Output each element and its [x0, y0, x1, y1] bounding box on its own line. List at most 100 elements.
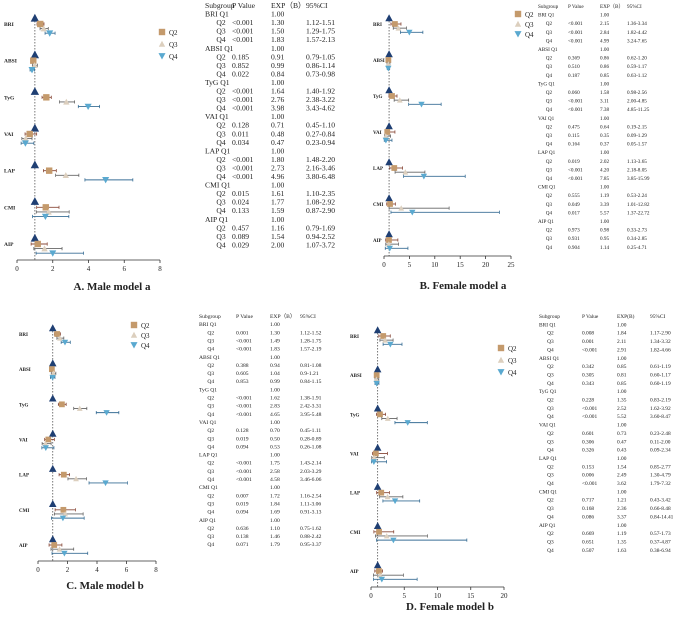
row-ci: 0.87-2.90 — [306, 206, 335, 215]
row-label: Q2 — [546, 228, 553, 234]
row-exp: 2.84 — [600, 30, 609, 36]
marker-q3 — [395, 25, 402, 31]
forest-group-bri: BRI — [350, 326, 403, 348]
row-label: Q2 — [547, 464, 554, 470]
table-row: Q3 0.049 3.39 1.01-12.82 — [546, 202, 650, 208]
row-label: Q4 — [547, 381, 554, 387]
row-label: Q3 — [207, 501, 214, 507]
marker-q4 — [370, 459, 378, 465]
row-label: Q4 — [207, 542, 214, 548]
legend-marker-q3 — [158, 40, 166, 47]
legend-label: Q4 — [508, 369, 517, 377]
row-label: BRI Q1 — [205, 10, 229, 19]
row-pvalue: <0.001 — [236, 412, 252, 418]
forest-group-vai: VAI — [4, 123, 40, 147]
row-ci: 0.23-0.94 — [306, 138, 335, 147]
legend-label: Q4 — [525, 31, 534, 39]
table-row-reference: AIP Q1 1.00 — [205, 215, 284, 224]
row-pvalue: 0.128 — [232, 121, 249, 130]
x-tick-label: 6 — [125, 566, 129, 574]
row-label: Q2 — [207, 526, 214, 532]
row-label: LAP Q1 — [205, 146, 230, 155]
row-exp: 1.84 — [270, 501, 280, 507]
y-label: VAI — [4, 132, 13, 138]
row-pvalue: 0.019 — [236, 436, 249, 442]
row-ci: 1.62-3.92 — [650, 406, 671, 412]
marker-q2 — [60, 471, 67, 478]
row-pvalue: 0.507 — [582, 548, 594, 554]
marker-q4 — [404, 420, 411, 426]
table-row-reference: LAP Q1 1.00 — [199, 453, 280, 459]
row-label: Q2 — [216, 52, 225, 61]
forest-group-lap: LAP — [350, 482, 421, 505]
table-row: Q2 0.717 1.21 0.43-3.42 — [547, 498, 671, 504]
row-exp: 1.00 — [270, 420, 280, 426]
row-exp: 1.00 — [617, 456, 627, 462]
marker-q3 — [383, 533, 390, 539]
row-exp: 5.52 — [617, 414, 627, 420]
marker-q2 — [42, 204, 49, 211]
table-row: Q3 0.019 1.84 1.11-3.06 — [207, 501, 321, 507]
row-ci: 0.60-1.17 — [650, 372, 671, 378]
marker-q3 — [382, 133, 389, 139]
row-ci: 0.88-2.42 — [300, 534, 322, 540]
marker-q4 — [378, 576, 386, 583]
forest-group-absi: ABSI — [350, 365, 382, 387]
row-pvalue: 0.168 — [582, 506, 594, 512]
row-exp: 1.00 — [270, 387, 280, 393]
row-label: AIP Q1 — [539, 523, 556, 529]
y-label: ABSI — [350, 374, 362, 379]
marker-q3 — [377, 572, 383, 578]
row-exp: 1.21 — [617, 498, 627, 504]
row-label: Q3 — [547, 372, 554, 378]
row-exp: 3.62 — [617, 481, 627, 487]
row-exp: 0.85 — [617, 364, 627, 370]
row-exp: 0.43 — [617, 448, 627, 454]
row-pvalue: <0.001 — [232, 155, 254, 164]
row-exp: 1.00 — [617, 356, 627, 362]
row-label: Q3 — [547, 539, 554, 545]
forest-group-lap: LAP — [373, 158, 466, 180]
forest-group-absi: ABSI — [4, 50, 40, 74]
table-row: Q3 <0.001 2.58 2.03-3.29 — [207, 469, 321, 475]
row-ci: 1.10-2.35 — [306, 189, 335, 198]
row-ci: 1.11-3.06 — [300, 501, 321, 507]
table-row: Q3 <0.001 4.20 2.18-8.05 — [546, 167, 647, 173]
table-row-reference: BRI Q1 1.00 — [539, 322, 627, 328]
x-axis: 0 5 10 15 20 — [369, 586, 508, 600]
col-header-subgroup: Subgroup — [199, 314, 221, 320]
row-ci: 3.85-15.99 — [627, 176, 650, 182]
table-row-reference: TyG Q1 1.00 — [539, 389, 627, 395]
row-exp: 1.00 — [600, 47, 609, 53]
marker-q4 — [420, 173, 428, 180]
table-row: Q3 <0.001 1.49 1.28-1.75 — [207, 338, 321, 344]
row-label: Q3 — [216, 61, 225, 70]
row-ci: 1.36-3.34 — [627, 21, 647, 27]
y-label: AIP — [373, 239, 382, 244]
row-label: Q4 — [216, 69, 225, 78]
row-ci: 0.33-2.73 — [627, 228, 647, 234]
row-exp: 1.00 — [600, 81, 609, 87]
marker-q2 — [34, 240, 41, 248]
col-header-pvalue: P Value — [582, 314, 599, 320]
table-row: Q4 <0.001 2.91 1.82-4.66 — [547, 347, 671, 353]
legend-label: Q2 — [508, 345, 517, 353]
panel-caption: B. Female model a — [420, 280, 507, 292]
table-row: Q3 0.138 1.46 0.88-2.42 — [207, 534, 321, 540]
marker-q3 — [56, 546, 63, 552]
legend-label: Q2 — [169, 29, 178, 37]
row-label: Q4 — [207, 444, 214, 450]
table-row: Q2 <0.001 1.64 1.40-1.92 — [216, 87, 335, 96]
row-ci: 0.57-1.73 — [650, 531, 671, 537]
row-pvalue: 0.904 — [568, 245, 580, 251]
x-tick-label: 15 — [467, 592, 475, 600]
row-ci: 0.34-2.85 — [627, 236, 647, 242]
row-exp: 1.49 — [270, 338, 280, 344]
row-label: Q2 — [216, 18, 225, 27]
row-exp: 0.47 — [271, 138, 284, 147]
row-label: Q4 — [207, 412, 214, 418]
row-exp: 0.99 — [270, 379, 280, 385]
row-pvalue: <0.001 — [236, 338, 252, 344]
table-row: Q2 0.388 0.94 0.81-1.08 — [207, 363, 321, 369]
row-label: Q3 — [547, 473, 554, 479]
